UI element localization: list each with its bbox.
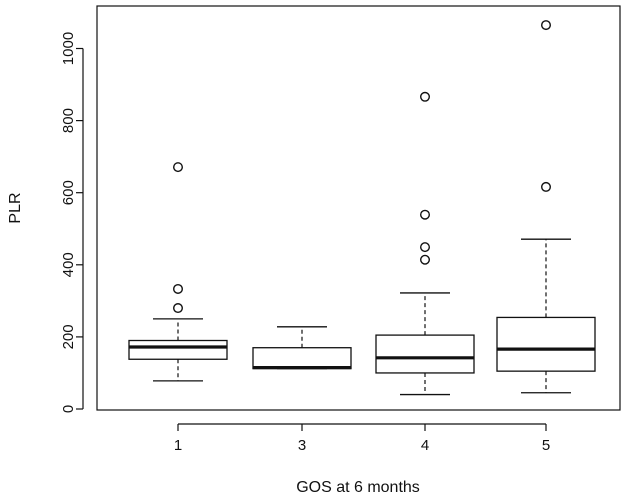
box-category-3 bbox=[252, 326, 352, 370]
outlier-point bbox=[420, 254, 431, 265]
iqr-box bbox=[252, 347, 352, 370]
y-axis-label: PLR bbox=[7, 192, 24, 223]
outlier-point bbox=[420, 242, 431, 253]
box-category-4 bbox=[375, 91, 475, 396]
iqr-box bbox=[496, 316, 596, 372]
outlier-point bbox=[172, 162, 183, 173]
plot-frame bbox=[96, 5, 621, 411]
y-tick-label: 1000 bbox=[60, 32, 77, 65]
outlier-point bbox=[541, 20, 552, 31]
box-category-5 bbox=[496, 20, 596, 394]
iqr-box bbox=[128, 339, 228, 360]
outlier-point bbox=[172, 283, 183, 294]
x-tick-label: 3 bbox=[298, 437, 306, 454]
outlier-point bbox=[420, 209, 431, 220]
boxes-group bbox=[128, 20, 596, 396]
x-tick-label: 5 bbox=[542, 437, 550, 454]
outlier-point bbox=[541, 181, 552, 192]
y-tick-label: 0 bbox=[60, 405, 77, 413]
y-tick-label: 400 bbox=[60, 252, 77, 277]
y-tick-label: 800 bbox=[60, 108, 77, 133]
y-tick-label: 600 bbox=[60, 180, 77, 205]
outlier-point bbox=[420, 91, 431, 102]
x-axis-label: GOS at 6 months bbox=[296, 479, 420, 496]
x-axis: 1 3 4 5 bbox=[174, 423, 550, 454]
y-axis: 0 200 400 600 800 1000 bbox=[60, 32, 84, 413]
x-tick-label: 1 bbox=[174, 437, 182, 454]
box-category-1 bbox=[128, 162, 228, 382]
outlier-point bbox=[172, 303, 183, 314]
iqr-box bbox=[375, 334, 475, 374]
x-tick-label: 4 bbox=[421, 437, 429, 454]
y-tick-label: 200 bbox=[60, 324, 77, 349]
